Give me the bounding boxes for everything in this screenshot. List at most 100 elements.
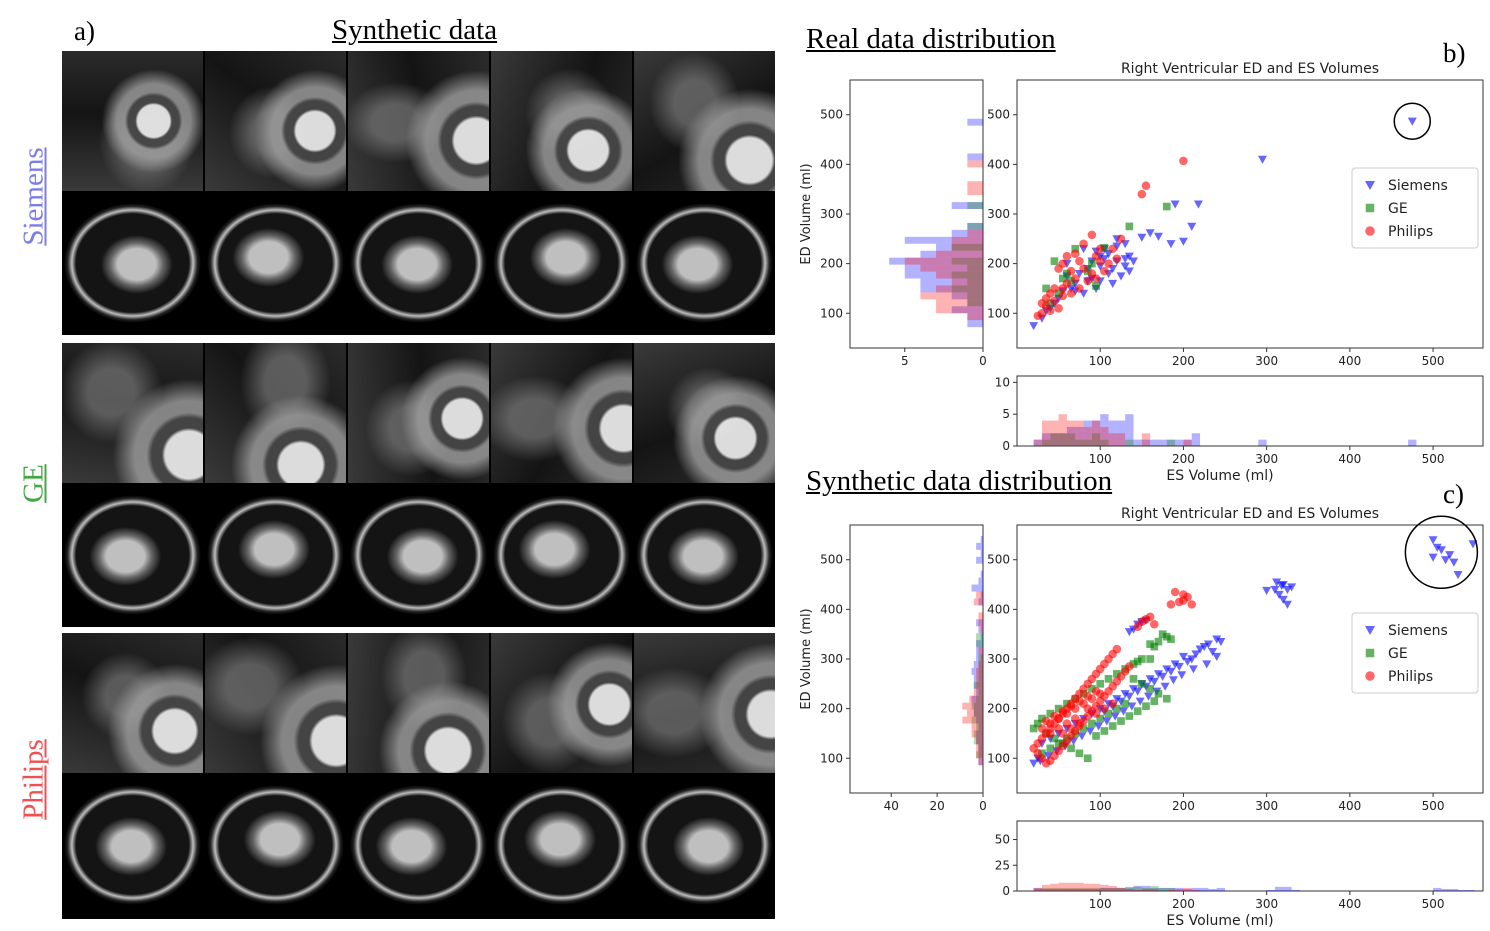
point-philips xyxy=(1050,711,1059,721)
point-ge xyxy=(1046,744,1055,753)
es-hist-bar-ge xyxy=(1041,887,1051,891)
es-hist-bar-siemens xyxy=(1141,439,1151,446)
ed-hist-bar-philips xyxy=(936,306,983,314)
point-siemens xyxy=(1216,638,1226,647)
ed-hist-bar-siemens xyxy=(967,222,983,230)
ed-hist-bar-siemens xyxy=(978,598,983,606)
ed-hist-bar-ge xyxy=(967,202,983,210)
es-hist-bar-siemens xyxy=(1175,887,1184,891)
legend-label-ge: GE xyxy=(1388,646,1408,662)
point-philips xyxy=(1150,619,1159,629)
point-philips xyxy=(1066,266,1076,276)
point-ge xyxy=(1100,243,1109,252)
point-ge xyxy=(1046,299,1055,308)
es-hist-bar-philips xyxy=(1041,884,1051,891)
point-philips xyxy=(1075,256,1084,266)
point-siemens xyxy=(1162,665,1172,674)
es-hist-bar-siemens xyxy=(1125,886,1134,891)
ed-hist-bar-philips xyxy=(936,285,983,293)
point-siemens xyxy=(1135,697,1145,706)
scatter-xtick-label: 400 xyxy=(1338,354,1361,368)
es-hist-bar-siemens xyxy=(1133,439,1142,446)
ed-hist-bar-ge xyxy=(951,285,983,293)
siemens-four-chamber-image xyxy=(491,193,632,333)
point-siemens xyxy=(1178,237,1188,246)
point-siemens xyxy=(1453,571,1463,580)
ed-hist-bar-ge xyxy=(973,681,983,689)
es-hist-bar-philips xyxy=(1133,889,1142,891)
ed-hist-bar-philips xyxy=(978,619,983,627)
ed-hist-bar-philips xyxy=(967,229,983,237)
point-philips xyxy=(1170,587,1180,597)
ed-ytick-label: 500 xyxy=(820,553,843,567)
point-philips xyxy=(1091,274,1101,283)
es-hist-bar-philips xyxy=(1058,414,1067,446)
es-hist-bar-philips xyxy=(1125,888,1134,891)
point-siemens xyxy=(1120,262,1130,271)
point-ge xyxy=(1100,727,1109,735)
ed-hist-bar-ge xyxy=(951,257,983,265)
point-ge xyxy=(1104,675,1113,683)
point-philips xyxy=(1133,622,1142,632)
point-philips xyxy=(1041,301,1051,311)
ed-ytick-label: 100 xyxy=(820,751,843,765)
ed-hist-bar-siemens xyxy=(976,556,983,564)
es-hist-bar-philips xyxy=(1108,433,1117,446)
es-hist-bar-ge xyxy=(1033,888,1042,891)
point-siemens xyxy=(1187,222,1197,231)
point-philips xyxy=(1058,729,1068,738)
point-siemens xyxy=(1029,759,1039,768)
point-siemens xyxy=(1187,655,1197,664)
ed-hist-bar-siemens xyxy=(951,292,983,300)
ge-short-axis-image xyxy=(634,343,775,483)
point-philips xyxy=(1046,729,1055,738)
ed-hist-bar-ge xyxy=(967,264,983,272)
es-hist-bar-siemens xyxy=(1158,887,1167,891)
es-hist-bar-ge xyxy=(1100,439,1109,446)
scatter-ytick-label: 500 xyxy=(987,108,1010,122)
point-ge xyxy=(1146,684,1154,693)
es-hist-bar-philips xyxy=(1116,887,1126,891)
ed-hist-bar-ge xyxy=(973,709,983,717)
legend-label-siemens: Siemens xyxy=(1388,623,1448,639)
ed-hist-bar-ge xyxy=(973,737,983,745)
es-hist-bar-siemens xyxy=(1083,888,1092,891)
ed-hist-bar-siemens xyxy=(976,716,983,724)
point-siemens xyxy=(1153,232,1163,241)
point-ge xyxy=(1092,282,1100,290)
point-ge xyxy=(1162,694,1171,703)
point-siemens xyxy=(1277,581,1287,591)
ed-hist-bar-philips xyxy=(973,598,983,606)
ed-histogram-frame xyxy=(849,524,984,794)
ed-count-tick-label: 20 xyxy=(929,799,944,813)
point-siemens xyxy=(1272,578,1282,587)
es-hist-bar-siemens xyxy=(1033,887,1042,891)
ed-hist-bar-siemens xyxy=(980,633,983,641)
legend-marker-philips xyxy=(1365,226,1375,236)
siemens-four-chamber-image xyxy=(348,193,489,333)
es-hist-bar-philips xyxy=(1066,882,1076,891)
es-hist-bar-philips xyxy=(1141,888,1151,891)
point-ge xyxy=(1054,289,1063,298)
es-hist-bar-ge xyxy=(1150,885,1159,891)
es-hist-bar-siemens xyxy=(1274,886,1284,891)
point-siemens xyxy=(1428,536,1438,545)
point-siemens xyxy=(1278,595,1288,604)
point-philips xyxy=(1125,662,1134,671)
point-siemens xyxy=(1202,660,1212,669)
ed-count-tick-label: 40 xyxy=(884,799,899,813)
vendor-label-siemens: Siemens xyxy=(17,147,50,246)
point-siemens xyxy=(1428,553,1438,562)
scatter-xtick-label: 500 xyxy=(1422,354,1445,368)
point-siemens xyxy=(1441,556,1451,565)
point-ge xyxy=(1113,704,1121,713)
legend-marker-philips xyxy=(1365,671,1375,681)
es-xtick-label: 200 xyxy=(1172,452,1195,466)
philips-four-chamber-image xyxy=(491,775,632,915)
point-philips xyxy=(1066,724,1076,733)
point-ge xyxy=(1129,660,1138,668)
point-siemens xyxy=(1432,543,1442,552)
es-hist-bar-philips xyxy=(1050,420,1059,446)
siemens-image-grid xyxy=(62,51,775,335)
point-ge xyxy=(1050,257,1059,265)
